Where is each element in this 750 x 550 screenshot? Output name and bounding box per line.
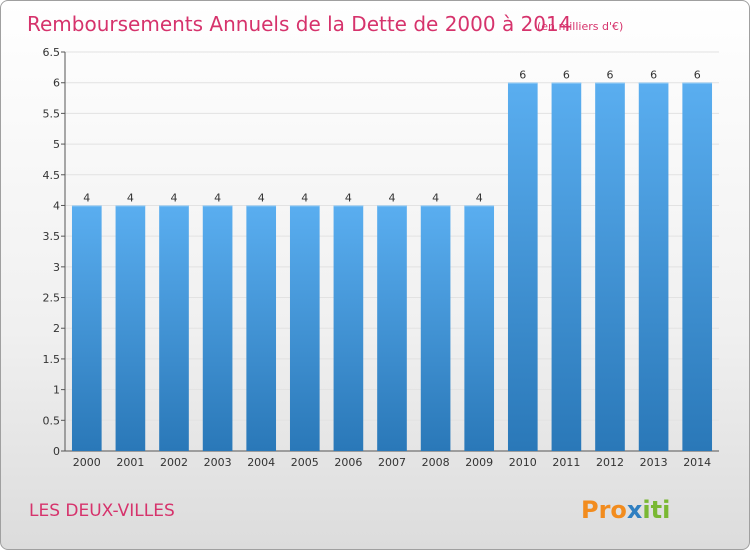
data-label: 4 xyxy=(214,191,221,204)
x-tick-label: 2007 xyxy=(378,456,406,469)
data-labels: 4 4 4 4 4 4 4 4 4 4 6 6 6 6 6 xyxy=(83,69,700,205)
data-label: 4 xyxy=(345,191,352,204)
data-label: 4 xyxy=(127,191,134,204)
data-label: 4 xyxy=(389,191,396,204)
logo-part-2: x xyxy=(627,496,643,524)
logo-part-3: iti xyxy=(642,496,670,524)
y-tick-label: 6.5 xyxy=(43,46,61,59)
y-tick-label: 0 xyxy=(53,445,60,458)
bar-2001 xyxy=(115,205,146,451)
y-tick-label: 1.5 xyxy=(43,353,61,366)
x-tick-label: 2009 xyxy=(465,456,493,469)
y-tick-label: 5.5 xyxy=(43,107,61,120)
x-tick-label: 2004 xyxy=(247,456,275,469)
bar-2008 xyxy=(420,205,451,451)
data-label: 4 xyxy=(301,191,308,204)
x-tick-label: 2014 xyxy=(683,456,711,469)
bar-2004 xyxy=(246,205,277,451)
x-tick-label: 2011 xyxy=(552,456,580,469)
x-tick-label: 2000 xyxy=(73,456,101,469)
chart-title: Remboursements Annuels de la Dette de 20… xyxy=(27,12,571,36)
y-tick-labels: 0 0.5 1 1.5 2 2.5 3 3.5 4 4.5 5 5.5 6 6.5 xyxy=(43,46,61,458)
bar-2005 xyxy=(289,205,320,451)
bars xyxy=(71,82,713,451)
x-tick-label: 2012 xyxy=(596,456,624,469)
data-label: 4 xyxy=(432,191,439,204)
y-tick-label: 1 xyxy=(53,384,60,397)
bar-2014 xyxy=(682,82,713,451)
bar-2000 xyxy=(71,205,102,451)
x-tick-label: 2010 xyxy=(509,456,537,469)
x-tick-label: 2003 xyxy=(204,456,232,469)
x-tick-label: 2001 xyxy=(116,456,144,469)
data-label: 6 xyxy=(607,69,614,82)
y-tick-label: 4 xyxy=(53,199,60,212)
x-tick-label: 2005 xyxy=(291,456,319,469)
data-label: 4 xyxy=(476,191,483,204)
y-tick-label: 4.5 xyxy=(43,169,61,182)
bar-2010 xyxy=(507,82,538,451)
y-tick-label: 2.5 xyxy=(43,292,61,305)
bar-2003 xyxy=(202,205,233,451)
y-tick-label: 6 xyxy=(53,77,60,90)
bar-2002 xyxy=(159,205,189,451)
x-tick-label: 2008 xyxy=(422,456,450,469)
x-tick-labels: 2000 2001 2002 2003 2004 2005 2006 2007 2008 2009… xyxy=(73,456,711,469)
data-label: 4 xyxy=(83,191,90,204)
y-tick-label: 0.5 xyxy=(43,414,61,427)
y-tick-label: 3.5 xyxy=(43,230,61,243)
logo-part-1: Pro xyxy=(581,496,627,524)
bar-2012 xyxy=(595,82,625,451)
x-tick-label: 2013 xyxy=(640,456,668,469)
y-tick-label: 5 xyxy=(53,138,60,151)
bar-2009 xyxy=(464,205,495,451)
data-label: 6 xyxy=(650,69,657,82)
bar-2013 xyxy=(638,82,669,451)
data-label: 6 xyxy=(519,69,526,82)
x-tick-label: 2006 xyxy=(334,456,362,469)
bar-2006 xyxy=(333,205,364,451)
chart-subtitle: (en milliers d'€) xyxy=(537,20,623,33)
y-tick-label: 2 xyxy=(53,322,60,335)
x-tick-label: 2002 xyxy=(160,456,188,469)
proxiti-logo: Proxiti xyxy=(581,496,670,524)
data-label: 4 xyxy=(258,191,265,204)
data-label: 6 xyxy=(694,69,701,82)
y-tick-label: 3 xyxy=(53,261,60,274)
place-name: LES DEUX-VILLES xyxy=(29,501,175,521)
bar-2011 xyxy=(551,82,582,451)
data-label: 6 xyxy=(563,69,570,82)
data-label: 4 xyxy=(171,191,178,204)
bar-2007 xyxy=(377,205,407,451)
